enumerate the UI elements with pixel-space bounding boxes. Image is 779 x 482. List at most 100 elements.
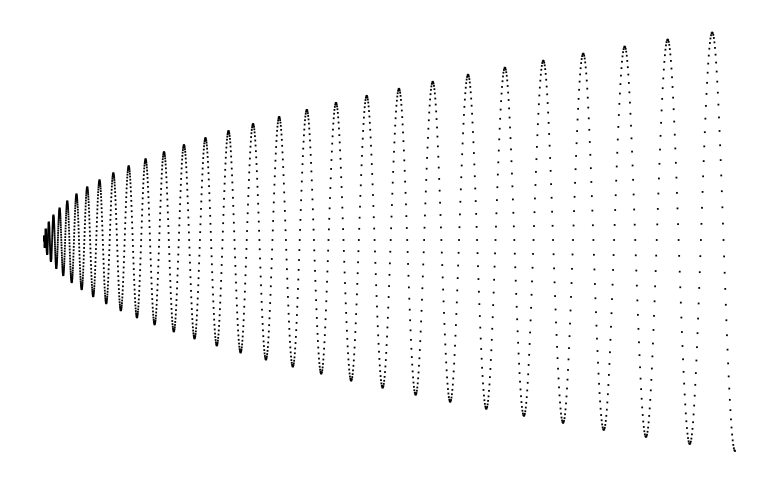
scatter-point (273, 192, 276, 195)
scatter-point (85, 190, 88, 193)
scatter-point (575, 155, 577, 157)
scatter-point (186, 202, 189, 205)
scatter-point (553, 281, 556, 284)
scatter-point (546, 102, 549, 104)
scatter-point (336, 105, 338, 108)
scatter-point (93, 291, 95, 294)
scatter-point (493, 265, 496, 268)
scatter-point (262, 329, 264, 332)
scatter-point (46, 240, 49, 243)
scatter-point (299, 209, 302, 211)
scatter-point (418, 349, 421, 351)
scatter-point (49, 245, 51, 247)
scatter-point (68, 242, 71, 245)
scatter-point (489, 368, 492, 370)
scatter-point (87, 193, 90, 196)
scatter-point (90, 275, 93, 277)
scatter-point (586, 96, 589, 99)
scatter-point (643, 430, 646, 433)
scatter-point (96, 216, 98, 219)
scatter-point (655, 254, 658, 257)
scatter-point (410, 356, 413, 358)
scatter-point (248, 171, 251, 174)
scatter-point (103, 289, 106, 292)
scatter-point (523, 412, 526, 415)
scatter-point (471, 121, 474, 124)
scatter-point (133, 273, 135, 276)
scatter-point (633, 223, 636, 226)
scatter-point (217, 336, 220, 339)
scatter-point (393, 132, 396, 135)
scatter-point (87, 195, 90, 198)
scatter-point (676, 191, 678, 194)
scatter-point (195, 323, 198, 326)
scatter-point (71, 271, 74, 274)
scatter-point (384, 365, 387, 368)
scatter-point (436, 135, 439, 138)
scatter-point (89, 234, 91, 237)
scatter-point (56, 246, 59, 248)
scatter-point (83, 231, 86, 233)
scatter-point (273, 175, 276, 178)
scatter-point (60, 236, 63, 239)
scatter-point (88, 226, 91, 229)
scatter-point (90, 281, 93, 284)
scatter-point (275, 140, 278, 142)
scatter-point (321, 371, 323, 374)
scatter-point (603, 428, 606, 431)
scatter-point (310, 162, 312, 164)
scatter-point (561, 419, 563, 422)
scatter-point (129, 186, 132, 189)
scatter-point (61, 263, 64, 266)
scatter-point (374, 261, 377, 264)
scatter-point (59, 210, 61, 213)
scatter-point (292, 365, 295, 368)
scatter-point (349, 377, 352, 380)
scatter-point (107, 276, 110, 279)
scatter-point (647, 421, 650, 424)
scatter-point (307, 115, 310, 117)
scatter-point (654, 285, 657, 288)
scatter-point (53, 221, 55, 223)
scatter-point (96, 208, 99, 211)
scatter-point (285, 248, 288, 251)
scatter-point (406, 239, 409, 241)
scatter-point (677, 223, 679, 226)
scatter-point (470, 104, 473, 107)
scatter-point (145, 161, 148, 164)
scatter-point (120, 308, 123, 311)
scatter-point (287, 312, 290, 315)
scatter-point (64, 230, 67, 233)
scatter-point (115, 233, 118, 236)
scatter-point (54, 261, 57, 264)
scatter-point (314, 289, 317, 292)
scatter-point (732, 447, 735, 450)
scatter-point (229, 137, 231, 140)
scatter-point (97, 188, 100, 191)
scatter-point (462, 122, 465, 125)
scatter-point (558, 394, 561, 397)
scatter-point (171, 320, 174, 322)
scatter-point (535, 158, 538, 161)
scatter-point (479, 326, 482, 329)
scatter-point (54, 263, 57, 266)
scatter-point (176, 267, 179, 270)
scatter-point (426, 146, 429, 149)
scatter-point (148, 226, 151, 228)
scatter-point (625, 54, 628, 57)
scatter-point (81, 284, 84, 287)
scatter-point (646, 430, 649, 433)
scatter-point (490, 349, 493, 352)
scatter-point (151, 298, 154, 300)
scatter-point (159, 212, 162, 215)
scatter-point (297, 288, 299, 290)
scatter-point (113, 175, 115, 178)
scatter-point (596, 350, 599, 352)
scatter-point (91, 286, 93, 289)
scatter-point (264, 355, 266, 357)
scatter-point (428, 111, 431, 114)
scatter-point (94, 261, 97, 263)
scatter-point (340, 176, 343, 179)
scatter-point (654, 270, 657, 272)
scatter-point (257, 211, 260, 214)
